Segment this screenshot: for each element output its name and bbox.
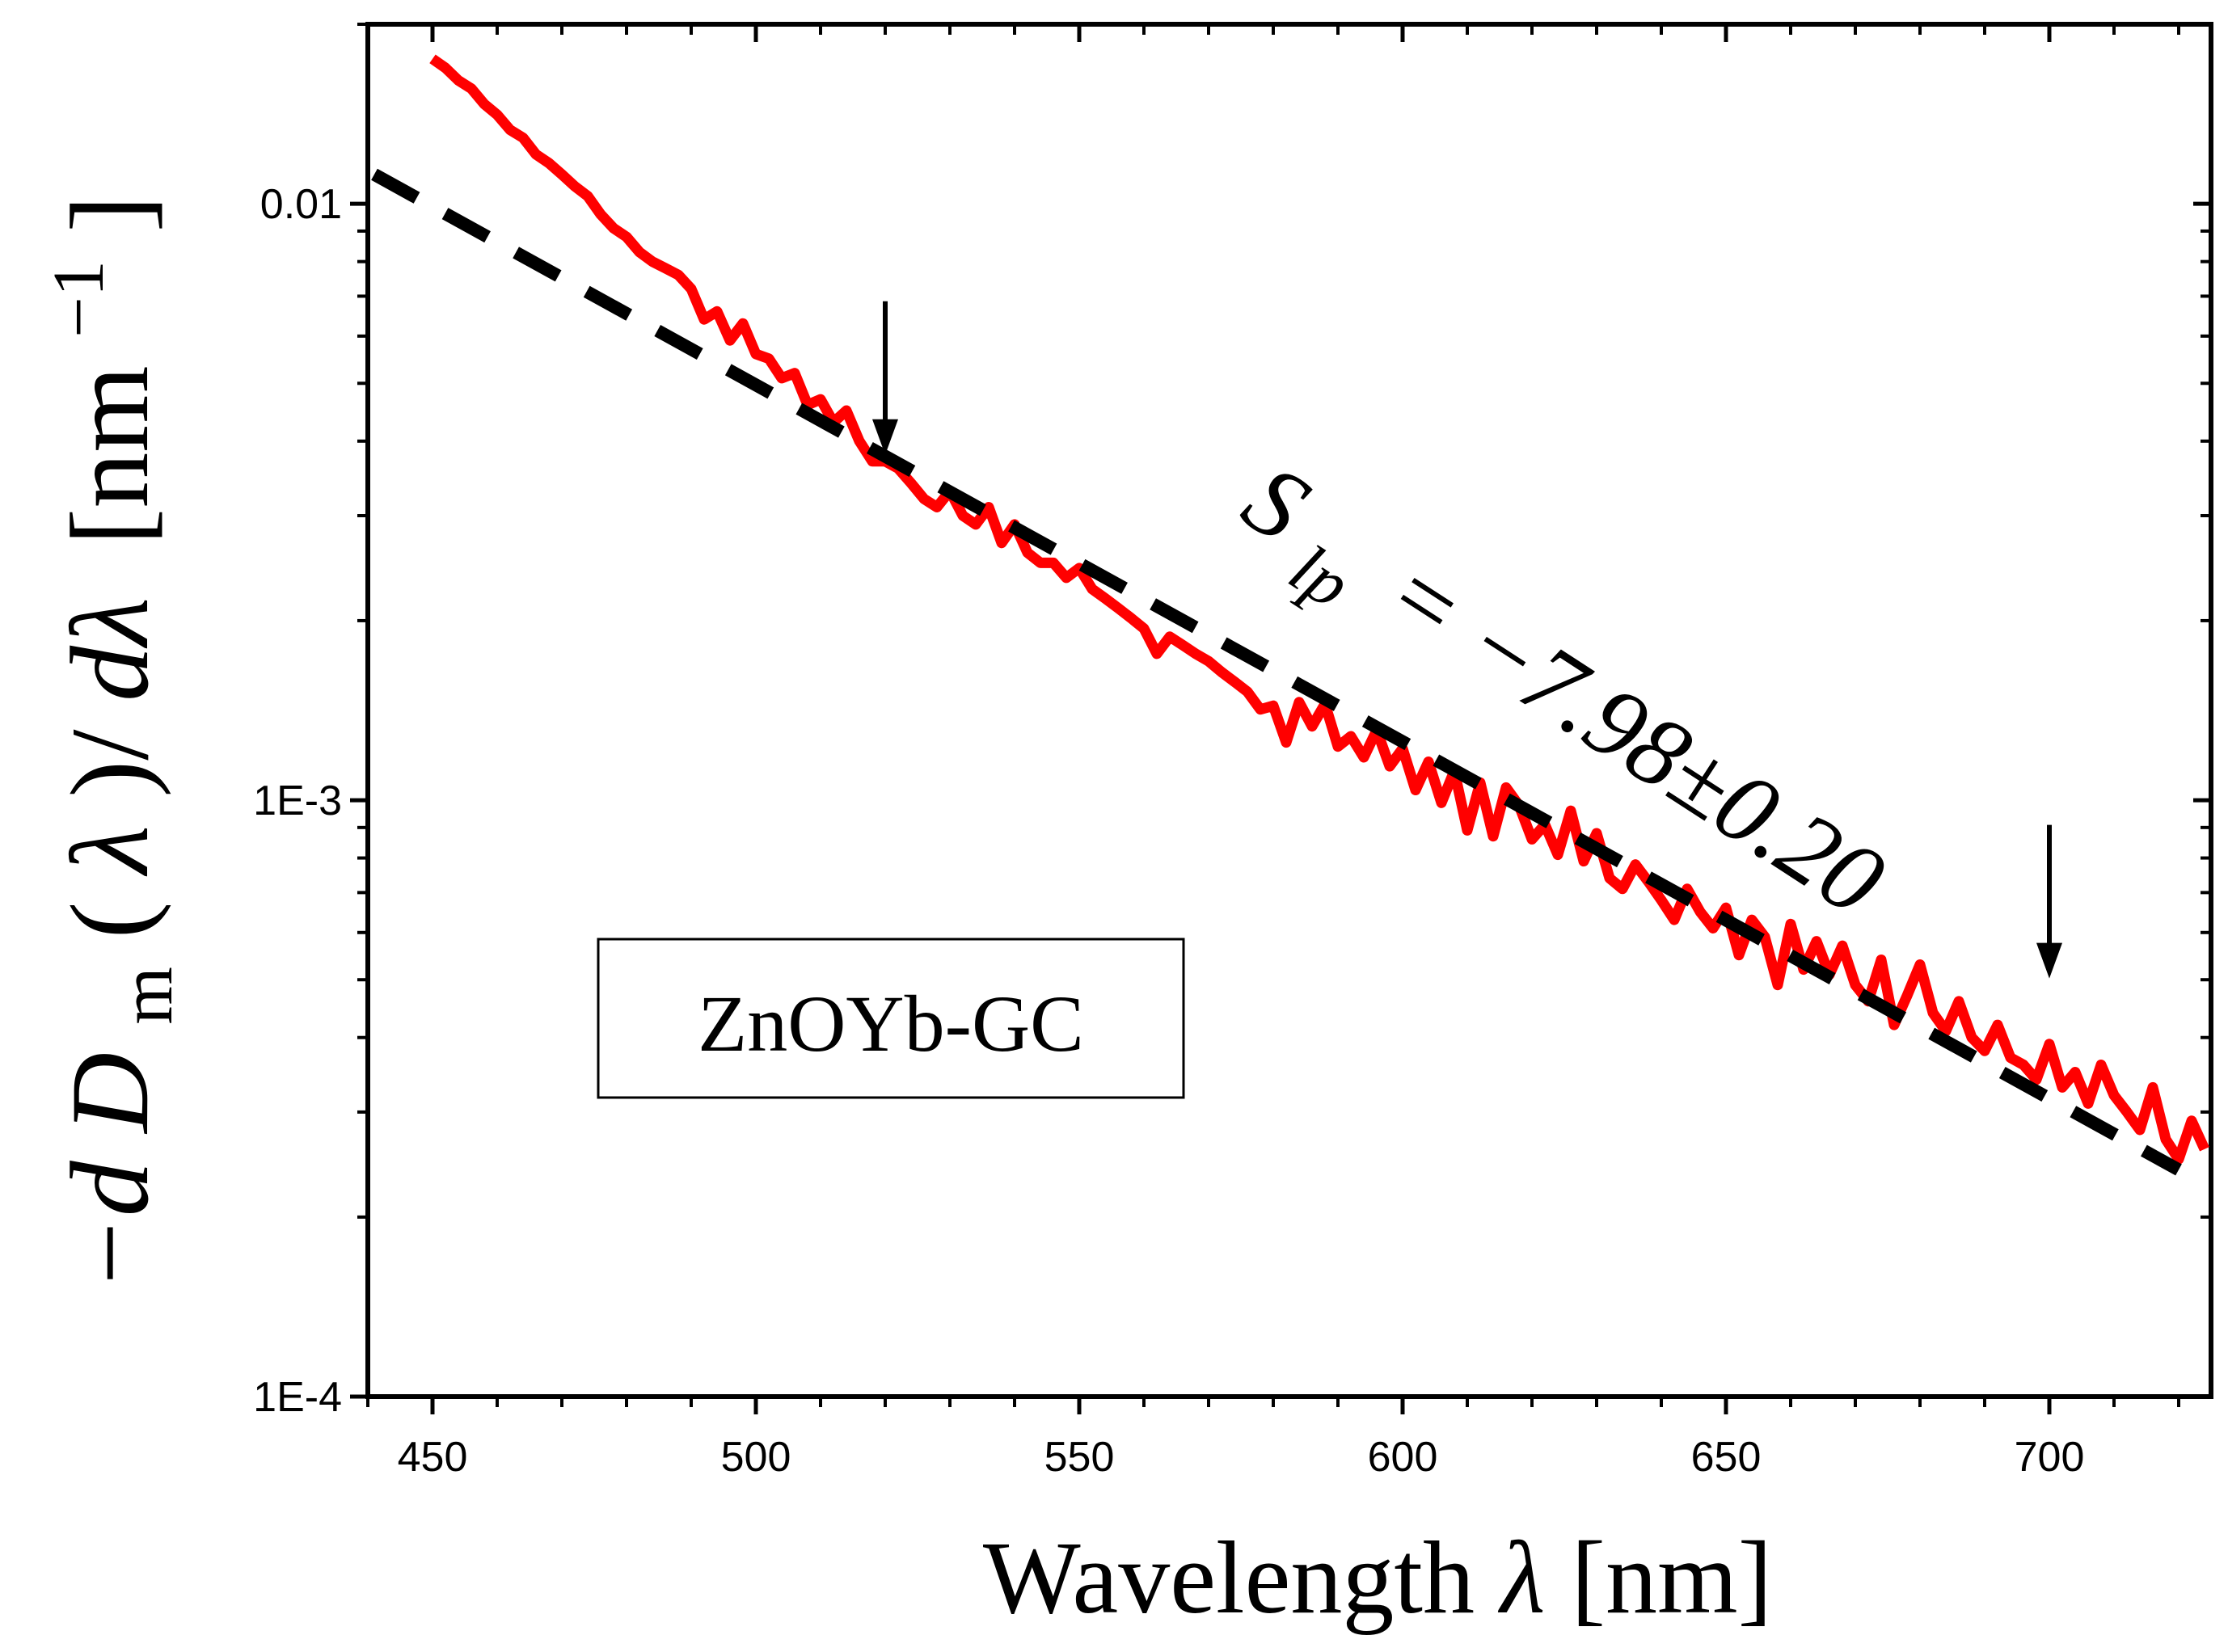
x-tick-label: 600 [1368,1434,1438,1481]
measured-series-line [429,54,2209,1165]
y-axis-title-unit-close: ] [48,196,171,233]
arrow-head [2036,942,2062,979]
slope-annotation-sub: lp [1276,529,1364,624]
x-axis-title-symbol: λ [1497,1520,1545,1635]
legend: ZnOYb-GC [597,938,1185,1099]
x-tick-label: 500 [721,1434,791,1481]
y-tick-label: 0.01 [260,181,342,228]
legend-label: ZnOYb-GC [698,979,1084,1068]
x-tick-label: 550 [1044,1434,1115,1481]
y-axis-title-rparen-slash: )/ [48,729,171,798]
x-tick-label: 650 [1691,1434,1762,1481]
x-tick-label: 700 [2015,1434,2085,1481]
y-axis-title-exp: −1 [39,260,119,338]
x-tick-label: 450 [398,1434,468,1481]
y-axis-title-D: D [48,1052,171,1135]
fit-dashed-line [371,168,2182,1176]
x-axis-title: Wavelength λ [nm] [983,1520,1772,1635]
plot-frame [365,22,2213,1399]
y-axis-title-minus-d: −d [48,1160,171,1292]
annotations [872,301,2062,979]
y-axis-title-lparen: ( [48,902,171,939]
y-axis-title: −d D m ( λ )/ dλ [nm −1 ] [3,196,196,1292]
y-axis-title-lambda: λ [48,825,171,877]
x-axis-title-unit: [nm] [1571,1520,1772,1635]
slope-annotation: S lp = −7.98±0.20 [1210,443,1903,960]
slope-annotation-value: = −7.98±0.20 [1368,536,1903,937]
y-axis-title-unit-open: [nm [48,365,171,545]
y-tick-label: 1E-3 [253,778,342,824]
y-tick-label: 1E-4 [253,1374,342,1421]
series-group [371,54,2209,1176]
legend-box [597,938,1185,1099]
axes: 450 500 550 600 650 700 1E-4 1E-3 0.01 [253,22,2213,1481]
arrow-head [872,419,898,455]
y-axis-title-sub-m: m [105,967,188,1025]
x-axis-title-word: Wavelength [983,1520,1475,1635]
y-axis-title-d-lambda: dλ [48,597,171,702]
